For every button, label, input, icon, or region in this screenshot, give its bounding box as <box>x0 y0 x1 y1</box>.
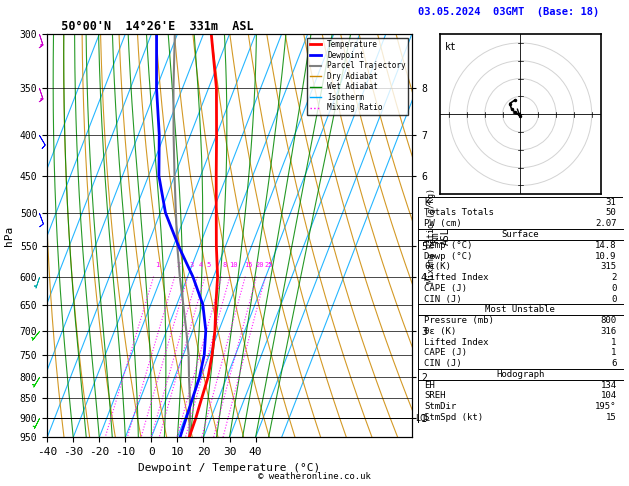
Text: 0: 0 <box>611 284 616 293</box>
Text: 6: 6 <box>611 359 616 368</box>
Text: Temp (°C): Temp (°C) <box>425 241 472 250</box>
Text: 15: 15 <box>244 262 253 268</box>
Text: 20: 20 <box>255 262 264 268</box>
Text: CAPE (J): CAPE (J) <box>425 348 467 357</box>
Text: CIN (J): CIN (J) <box>425 359 462 368</box>
Text: 315: 315 <box>601 262 616 271</box>
Text: 4: 4 <box>199 262 203 268</box>
Text: Mixing Ratio (g/kg): Mixing Ratio (g/kg) <box>428 188 437 283</box>
Text: SREH: SREH <box>425 391 446 400</box>
Text: CAPE (J): CAPE (J) <box>425 284 467 293</box>
Text: 14.8: 14.8 <box>595 241 616 250</box>
Text: CIN (J): CIN (J) <box>425 295 462 304</box>
Text: 1: 1 <box>611 348 616 357</box>
Legend: Temperature, Dewpoint, Parcel Trajectory, Dry Adiabat, Wet Adiabat, Isotherm, Mi: Temperature, Dewpoint, Parcel Trajectory… <box>307 38 408 115</box>
Text: kt: kt <box>445 42 457 52</box>
Text: 800: 800 <box>601 316 616 325</box>
Text: 1: 1 <box>155 262 159 268</box>
Text: 0: 0 <box>611 295 616 304</box>
Text: Lifted Index: Lifted Index <box>425 273 489 282</box>
Text: Hodograph: Hodograph <box>496 370 545 379</box>
Text: 03.05.2024  03GMT  (Base: 18): 03.05.2024 03GMT (Base: 18) <box>418 7 599 17</box>
Text: StmDir: StmDir <box>425 402 457 411</box>
Text: 50: 50 <box>606 208 616 217</box>
Text: Most Unstable: Most Unstable <box>486 305 555 314</box>
Text: LCL: LCL <box>416 414 430 423</box>
Text: 8: 8 <box>223 262 227 268</box>
Text: Pressure (mb): Pressure (mb) <box>425 316 494 325</box>
Text: 31: 31 <box>606 198 616 207</box>
Text: 5: 5 <box>206 262 211 268</box>
Text: 316: 316 <box>601 327 616 336</box>
Y-axis label: km
ASL: km ASL <box>430 227 451 244</box>
Text: 15: 15 <box>606 413 616 422</box>
Text: K: K <box>425 198 430 207</box>
Text: 50°00'N  14°26'E  331m  ASL: 50°00'N 14°26'E 331m ASL <box>47 20 253 33</box>
Text: Dewp (°C): Dewp (°C) <box>425 252 472 260</box>
Text: 2: 2 <box>611 273 616 282</box>
Text: EH: EH <box>425 381 435 390</box>
Text: 10: 10 <box>229 262 238 268</box>
Text: 1: 1 <box>611 338 616 347</box>
Text: 25: 25 <box>264 262 273 268</box>
Text: Totals Totals: Totals Totals <box>425 208 494 217</box>
Y-axis label: hPa: hPa <box>4 226 14 246</box>
Text: 3: 3 <box>189 262 193 268</box>
Text: 10.9: 10.9 <box>595 252 616 260</box>
Text: PW (cm): PW (cm) <box>425 219 462 228</box>
Text: 2: 2 <box>176 262 181 268</box>
Text: Surface: Surface <box>501 230 539 239</box>
Text: θε(K): θε(K) <box>425 262 451 271</box>
X-axis label: Dewpoint / Temperature (°C): Dewpoint / Temperature (°C) <box>138 463 321 473</box>
Text: StmSpd (kt): StmSpd (kt) <box>425 413 484 422</box>
Text: Lifted Index: Lifted Index <box>425 338 489 347</box>
Text: θε (K): θε (K) <box>425 327 457 336</box>
Text: 2.07: 2.07 <box>595 219 616 228</box>
Text: © weatheronline.co.uk: © weatheronline.co.uk <box>258 472 371 481</box>
Text: 195°: 195° <box>595 402 616 411</box>
Text: 134: 134 <box>601 381 616 390</box>
Text: 104: 104 <box>601 391 616 400</box>
